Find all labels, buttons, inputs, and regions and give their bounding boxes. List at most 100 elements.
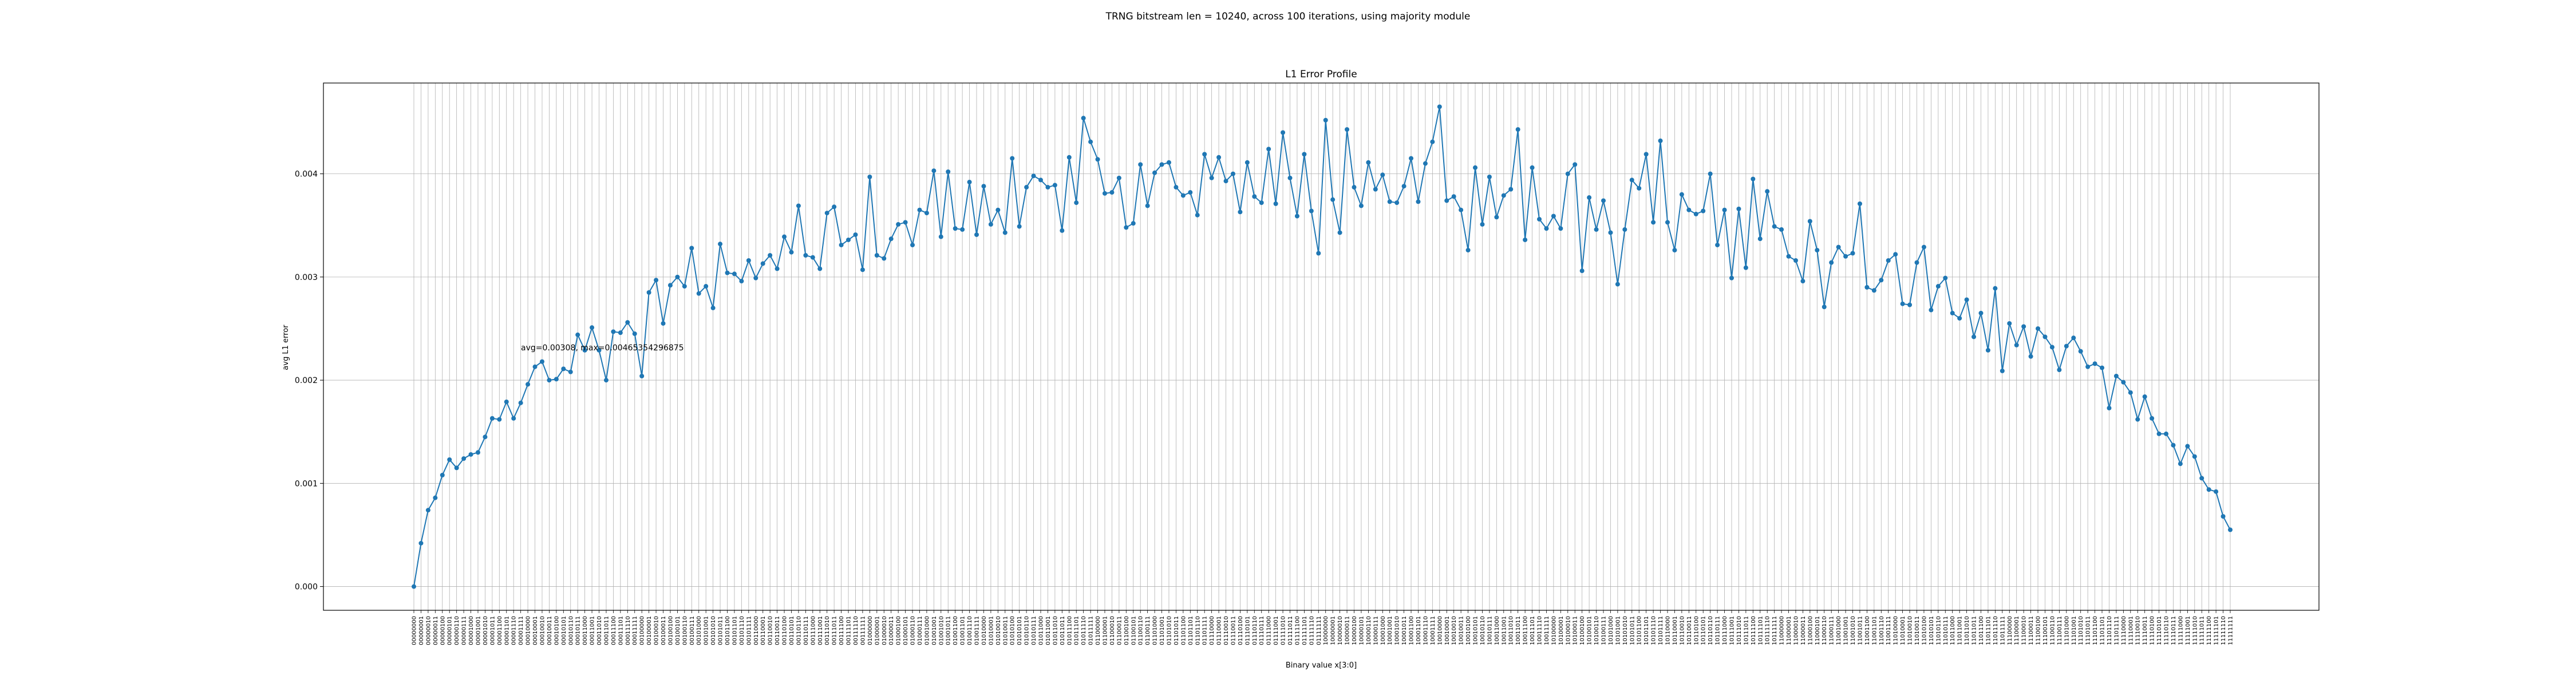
- data-point: [1238, 210, 1243, 215]
- data-point: [1316, 251, 1321, 256]
- x-tick-label: 00101111: [746, 616, 752, 645]
- x-tick-label: 11101001: [2071, 616, 2077, 645]
- data-point: [924, 211, 929, 216]
- data-point: [1480, 222, 1485, 227]
- plot-frame: [323, 82, 2320, 611]
- x-tick-label: 00011011: [603, 616, 610, 645]
- x-tick-label: 00000001: [418, 616, 425, 645]
- x-tick-label: 01000011: [888, 616, 895, 645]
- x-tick-label: 01100111: [1145, 616, 1151, 645]
- x-tick-label: 11110011: [2142, 616, 2148, 645]
- x-tick-label: 11100111: [2057, 616, 2063, 645]
- data-point: [611, 329, 616, 334]
- data-point: [1921, 244, 1926, 250]
- x-tick-label: 11101111: [2113, 616, 2120, 645]
- x-tick-label: 01101010: [1166, 616, 1172, 645]
- x-tick-label: 11010000: [1893, 616, 1899, 645]
- x-tick-label: 00100000: [639, 616, 646, 645]
- x-tick-label: 01010010: [995, 616, 1002, 645]
- x-tick-label: 01001010: [938, 616, 945, 645]
- data-point: [1294, 214, 1299, 219]
- x-tick-label: 10100000: [1551, 616, 1557, 645]
- x-tick-label: 11010100: [1921, 616, 1927, 645]
- x-tick-label: 00001011: [489, 616, 496, 645]
- data-point: [2150, 416, 2155, 421]
- y-tick-label: 0.001: [295, 479, 318, 488]
- x-tick-label: 10100111: [1601, 616, 1607, 645]
- data-point: [882, 256, 887, 261]
- x-tick-label: 11010011: [1914, 616, 1921, 645]
- data-point: [1779, 227, 1784, 232]
- x-tick-label: 10011011: [1515, 616, 1522, 645]
- data-point: [2078, 349, 2083, 354]
- data-point: [1601, 198, 1606, 203]
- data-point: [1195, 212, 1200, 218]
- data-point: [1929, 307, 1934, 313]
- x-tick-label: 10100101: [1587, 616, 1593, 645]
- x-tick-label: 10000001: [1330, 616, 1337, 645]
- x-tick-label: 10001100: [1409, 616, 1415, 645]
- data-point: [1095, 157, 1100, 162]
- data-point: [2128, 390, 2133, 395]
- data-point: [1886, 258, 1891, 263]
- data-point: [1822, 305, 1827, 310]
- data-point: [1066, 155, 1072, 160]
- data-point: [1708, 171, 1713, 176]
- data-point: [1658, 138, 1663, 143]
- data-point: [1401, 184, 1406, 189]
- data-point: [2049, 345, 2055, 350]
- data-point: [1807, 219, 1812, 224]
- data-point: [874, 252, 879, 258]
- x-tick-label: 11011101: [1985, 616, 1992, 645]
- x-tick-label: 00011110: [625, 616, 631, 645]
- x-tick-label: 00111111: [860, 616, 866, 645]
- data-point: [575, 332, 580, 337]
- x-tick-label: 01110010: [1223, 616, 1230, 645]
- data-point: [675, 274, 680, 279]
- data-point: [718, 242, 723, 247]
- x-tick-label: 00111011: [832, 616, 838, 645]
- data-point: [910, 242, 915, 247]
- x-tick-label: 11111000: [2178, 616, 2184, 645]
- x-tick-label: 00001100: [497, 616, 503, 645]
- data-point: [1337, 230, 1342, 235]
- data-point: [1672, 247, 1677, 252]
- x-tick-label: 01110110: [1252, 616, 1258, 645]
- x-tick-label: 01001000: [924, 616, 930, 645]
- series-l1-error: [412, 104, 2233, 589]
- x-tick-label: 00001001: [475, 616, 481, 645]
- x-tick-label: 00110001: [760, 616, 767, 645]
- data-point: [1515, 127, 1520, 132]
- x-tick-label: 01010100: [1010, 616, 1016, 645]
- data-point: [2071, 335, 2076, 341]
- data-point: [1985, 348, 1990, 353]
- x-tick-label: 01101011: [1174, 616, 1180, 645]
- x-tick-label: 01000101: [903, 616, 909, 645]
- x-tick-label: 00001111: [518, 616, 524, 645]
- x-tick-label: 01000100: [896, 616, 902, 645]
- x-tick-label: 11110010: [2135, 616, 2142, 645]
- data-point: [1109, 190, 1115, 195]
- data-point: [475, 450, 480, 455]
- x-tick-label: 10000110: [1366, 616, 1372, 645]
- x-tick-label: 00100111: [689, 616, 696, 645]
- data-point: [1152, 170, 1157, 175]
- data-point: [661, 321, 666, 326]
- x-tick-label: 00010110: [568, 616, 574, 645]
- x-tick-label: 10001110: [1423, 616, 1429, 645]
- x-tick-label: 11000000: [1779, 616, 1785, 645]
- data-point: [1978, 310, 1984, 315]
- x-tick-label: 11101101: [2100, 616, 2106, 645]
- x-tick-label: 10001111: [1430, 616, 1436, 645]
- x-tick-label: 10101001: [1615, 616, 1621, 645]
- data-point: [953, 226, 958, 231]
- x-tick-label: 11000111: [1829, 616, 1835, 645]
- x-tick-label: 01111111: [1316, 616, 1322, 645]
- x-tick-label: 11011100: [1978, 616, 1985, 645]
- x-tick-label: 10010110: [1480, 616, 1486, 645]
- x-tick-label: 01010011: [1002, 616, 1009, 645]
- x-tick-label: 01100011: [1116, 616, 1123, 645]
- x-tick-label: 00101100: [725, 616, 731, 645]
- data-point: [2178, 461, 2183, 467]
- data-point: [1031, 173, 1036, 179]
